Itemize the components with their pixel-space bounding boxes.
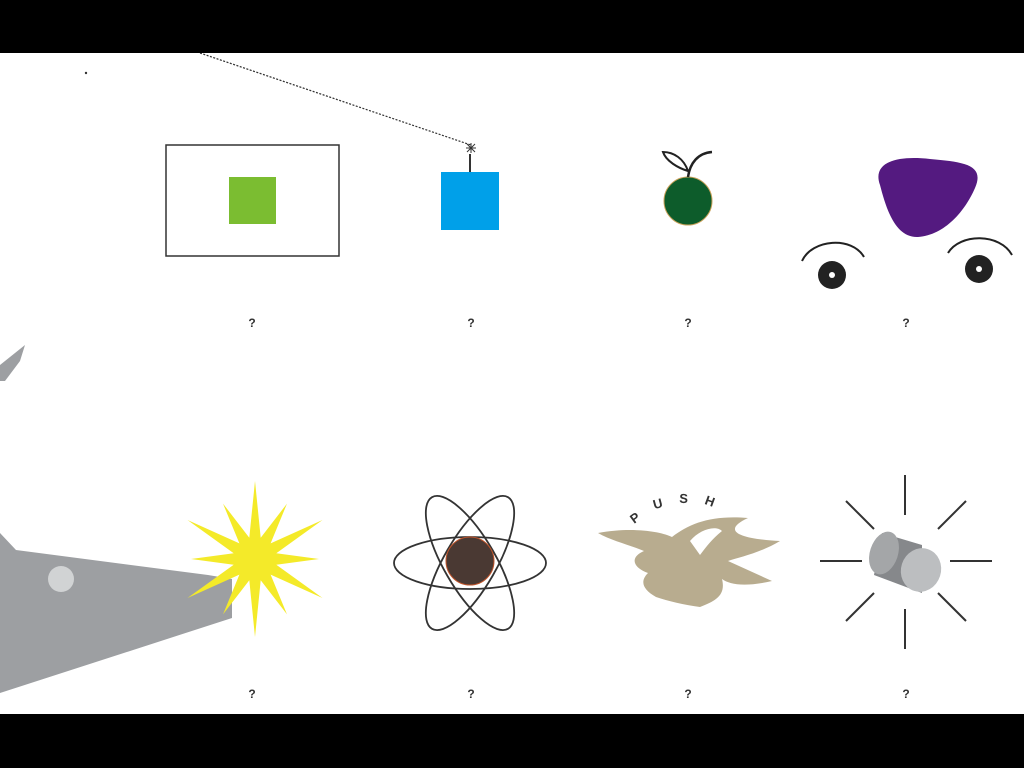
game-stage[interactable]: PUSH ? ? ? ? ? ? ? ?	[0, 53, 1024, 714]
starburst-icon	[187, 481, 323, 637]
button-tile[interactable]	[820, 475, 992, 649]
question-mark-push[interactable]: ?	[684, 687, 692, 701]
orbit-2	[424, 495, 516, 631]
atom-tile[interactable]	[393, 484, 547, 642]
face-tile[interactable]	[801, 158, 1013, 289]
leaf-icon	[661, 150, 690, 173]
speck	[84, 71, 88, 75]
blue-box	[441, 172, 499, 230]
apple-icon	[663, 176, 713, 226]
question-mark-apple[interactable]: ?	[684, 316, 692, 330]
question-mark-framed-square[interactable]: ?	[248, 316, 256, 330]
cannon[interactable]	[0, 533, 232, 693]
starburst-tile[interactable]	[187, 481, 323, 637]
bottom-letterbox-bar	[0, 714, 1024, 768]
button-icon	[900, 548, 942, 592]
question-mark-face[interactable]: ?	[902, 316, 910, 330]
question-mark-atom[interactable]: ?	[467, 687, 475, 701]
apple-tile[interactable]	[661, 150, 713, 226]
framed-square-tile[interactable]	[165, 144, 340, 257]
question-mark-bomb[interactable]: ?	[467, 316, 475, 330]
splat-icon	[598, 517, 780, 607]
bomb-tile[interactable]	[441, 143, 499, 230]
green-square	[229, 177, 276, 224]
cannon-body	[0, 533, 232, 693]
left-eyebrow	[801, 241, 865, 262]
button-rays	[820, 475, 992, 649]
cannon-light	[48, 566, 74, 592]
spark-icon	[466, 143, 476, 153]
grey-shard	[0, 345, 25, 381]
question-mark-starburst[interactable]: ?	[248, 687, 256, 701]
frame	[165, 144, 340, 257]
top-letterbox-bar	[0, 0, 1024, 53]
orbit-3	[424, 495, 516, 631]
fuse-line	[199, 53, 472, 146]
push-splat-tile[interactable]: PUSH	[598, 491, 780, 607]
purple-blob	[878, 158, 978, 238]
right-eyebrow	[947, 237, 1013, 256]
question-mark-button[interactable]: ?	[902, 687, 910, 701]
atom-nucleus	[445, 536, 495, 586]
game-scene: PUSH	[0, 53, 1013, 693]
